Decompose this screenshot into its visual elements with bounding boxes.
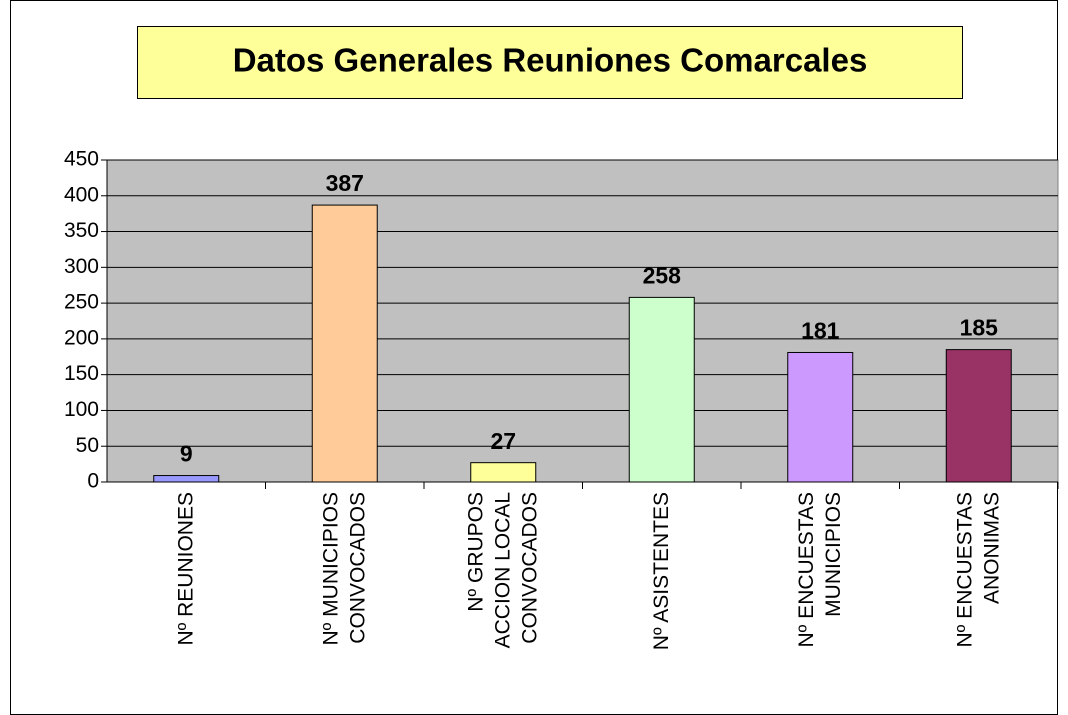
- bar: [153, 475, 220, 483]
- x-tick-label: Nº ASISTENTES: [649, 492, 672, 650]
- bar: [628, 296, 695, 483]
- bar: [787, 351, 854, 483]
- y-tick-label: 300: [64, 255, 99, 278]
- data-label: 258: [643, 262, 682, 288]
- x-tick-label: Nº GRUPOS ACCION LOCAL CONVOCADOS: [464, 492, 541, 648]
- data-label: 185: [960, 315, 999, 341]
- y-tick-label: 400: [64, 183, 99, 206]
- plot-area: [106, 159, 1059, 483]
- y-tick-label: 150: [64, 362, 99, 385]
- bar: [311, 204, 378, 483]
- y-tick-label: 350: [64, 219, 99, 242]
- data-label: 387: [326, 170, 364, 196]
- chart-title: Datos Generales Reuniones Comarcales: [233, 42, 868, 79]
- title-box: [137, 26, 963, 99]
- y-tick-label: 100: [64, 398, 99, 421]
- x-tick-label: Nº MUNICIPIOS CONVOCADOS: [319, 492, 369, 646]
- y-tick-label: 200: [64, 326, 99, 349]
- bar: [470, 462, 537, 483]
- y-tick-label: 50: [76, 434, 99, 457]
- data-label: 181: [801, 318, 840, 344]
- x-tick-label: Nº ENCUESTAS MUNICIPIOS: [794, 492, 844, 647]
- y-tick-label: 250: [64, 291, 99, 314]
- data-label: 9: [180, 441, 193, 467]
- x-tick-label: Nº REUNIONES: [174, 492, 197, 646]
- y-tick-label: 450: [64, 148, 99, 171]
- x-tick-label: Nº ENCUESTAS ANONIMAS: [953, 492, 1003, 647]
- data-label: 27: [490, 428, 516, 454]
- bar: [945, 349, 1012, 483]
- y-tick-label: 0: [87, 470, 99, 493]
